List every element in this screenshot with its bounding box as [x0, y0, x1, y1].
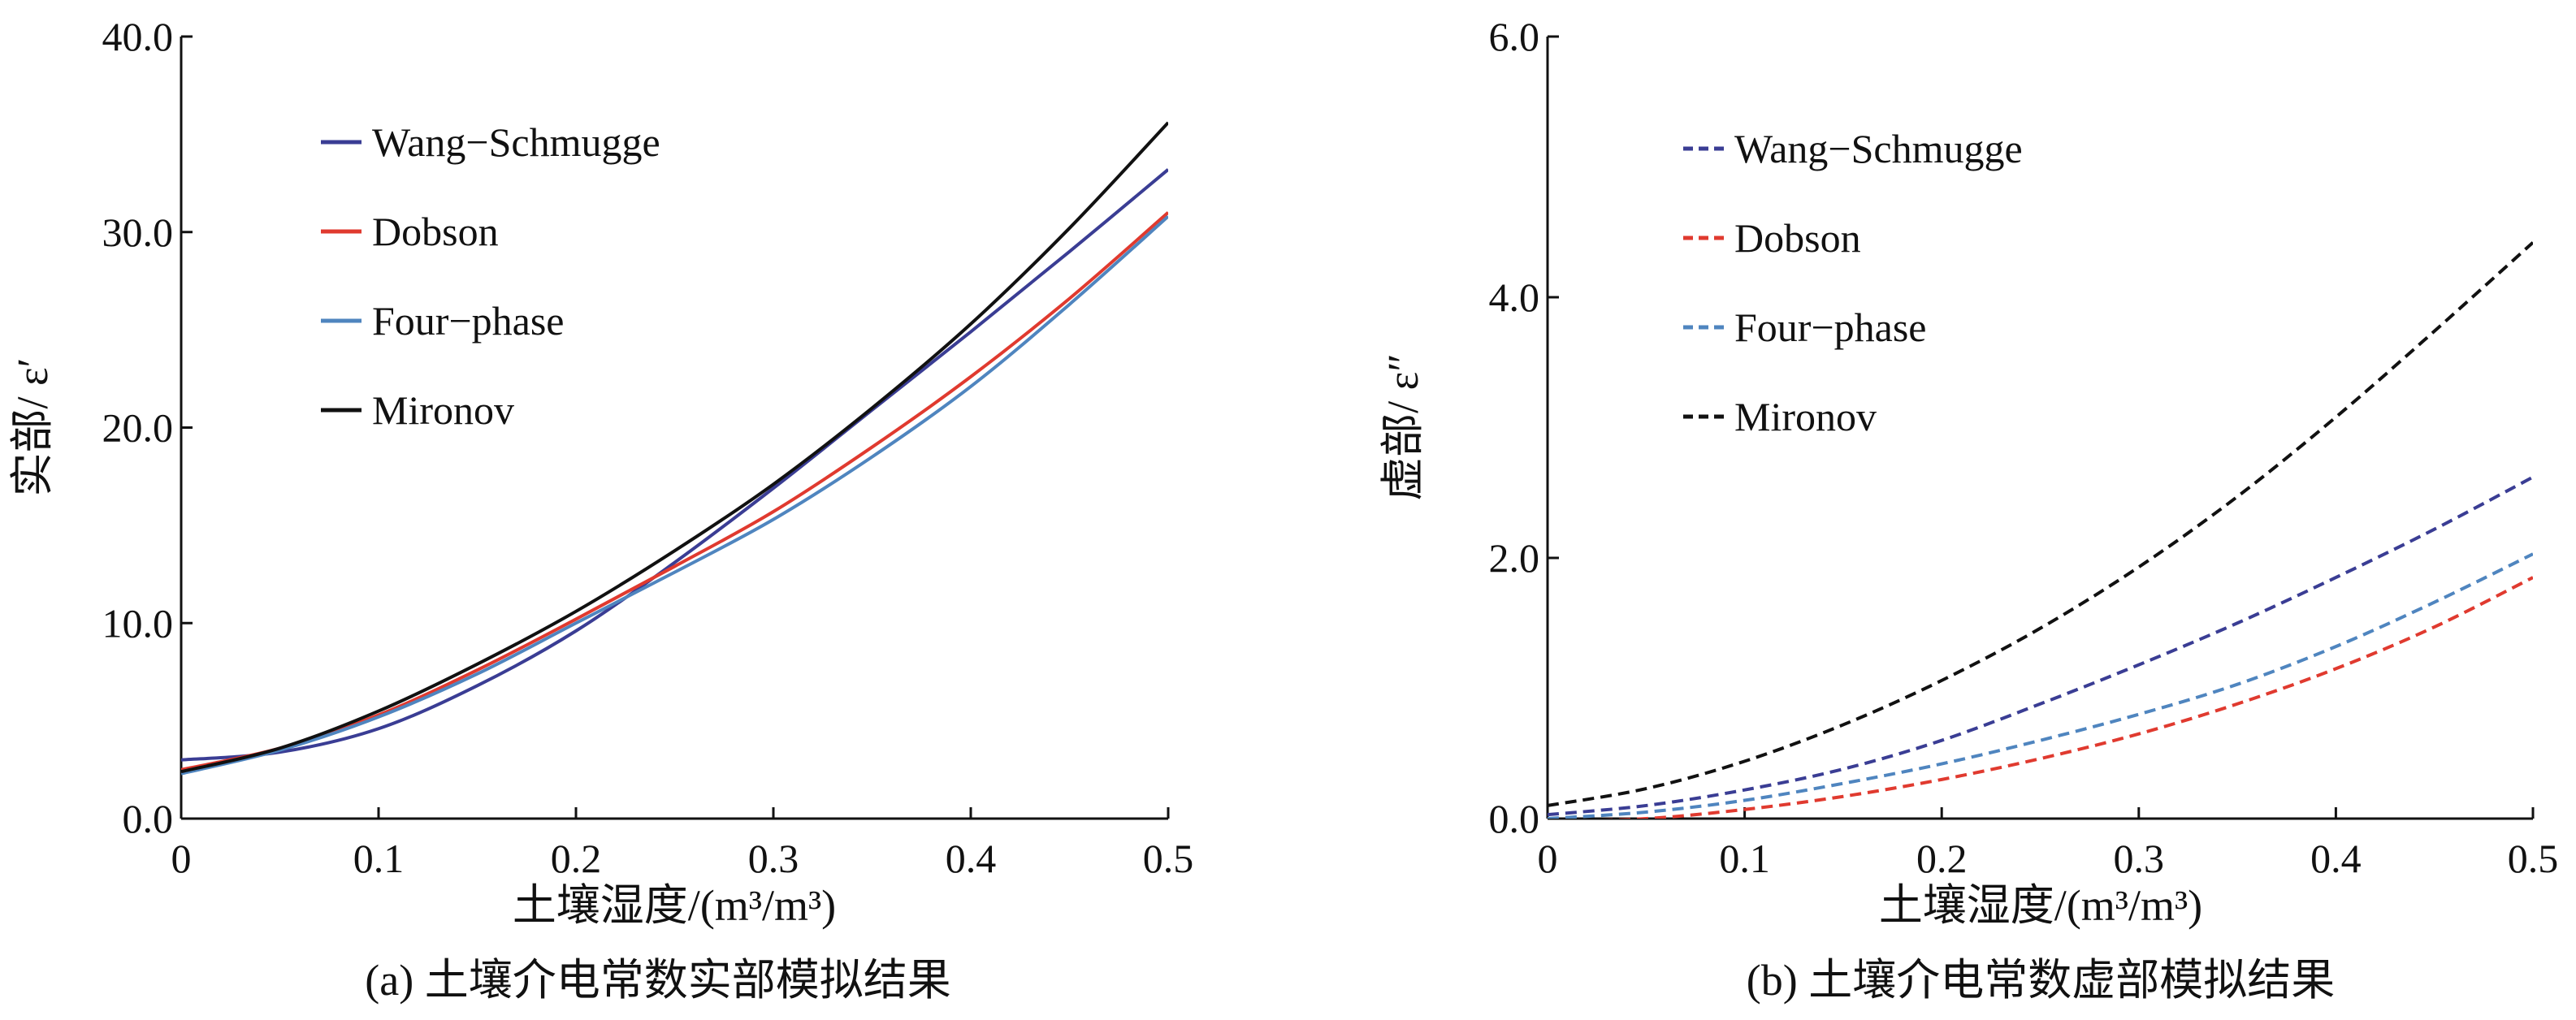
x-tick-label: 0.5: [2508, 836, 2559, 881]
y-tick-label: 2.0: [1489, 535, 1540, 581]
y-tick-label: 20.0: [102, 405, 174, 451]
y-tick-label: 30.0: [102, 210, 174, 255]
y-tick-label: 4.0: [1489, 274, 1540, 320]
chart-caption: (a) 土壤介电常数实部模拟结果: [365, 956, 950, 1005]
x-tick-label: 0.2: [1916, 836, 1968, 881]
series-line-fourphase: [181, 214, 1168, 776]
legend-label: Mironov: [372, 387, 514, 433]
series-line-dobson: [181, 211, 1168, 771]
legend-label: Wang−Schmugge: [1734, 126, 2023, 171]
y-axis-label: 虚部/ ε″: [1379, 353, 1427, 501]
series-line-mironov: [181, 121, 1168, 774]
legend-label: Dobson: [372, 209, 499, 254]
y-tick-label: 6.0: [1489, 14, 1540, 59]
legend-label: Four−phase: [1734, 305, 1927, 350]
x-axis-label: 土壤湿度/(m³/m³): [1879, 881, 2202, 930]
x-axis-label: 土壤湿度/(m³/m³): [513, 881, 836, 930]
chart-caption: (b) 土壤介电常数虚部模拟结果: [1747, 956, 2335, 1005]
x-tick-label: 0.2: [551, 836, 602, 881]
chart-a: 0 0.1 0.2 0.3 0.4 0.5 0.0 10.0 20.0 30.0 40.0 Wang−…: [8, 14, 1193, 1005]
chart-b: 0 0.1 0.2 0.3 0.4 0.5 0.0 2.0 4.0 6.0 Wang−Schmugg…: [1379, 14, 2558, 1005]
y-tick-label: 0.0: [123, 796, 174, 841]
legend-label: Dobson: [1734, 215, 1861, 261]
x-tick-label: 0.5: [1143, 836, 1194, 881]
x-tick-label: 0.3: [748, 836, 799, 881]
y-tick-label: 10.0: [102, 600, 174, 646]
x-tick-label: 0.1: [353, 836, 405, 881]
x-tick-label: 0.1: [1719, 836, 1770, 881]
legend-label: Mironov: [1734, 394, 1877, 439]
x-tick-label: 0: [1538, 836, 1558, 881]
series-line-wangschmugge: [181, 168, 1168, 762]
x-tick-label: 0.4: [2310, 836, 2362, 881]
x-tick-label: 0.3: [2114, 836, 2165, 881]
legend-label: Wang−Schmugge: [372, 119, 660, 165]
y-tick-label: 0.0: [1489, 796, 1540, 841]
legend-label: Four−phase: [372, 298, 565, 344]
series-line-dobson: [1602, 576, 2533, 819]
series-line-fourphase: [1548, 552, 2533, 819]
series-line-wangschmugge: [1548, 475, 2533, 817]
y-axis-label: 实部/ ε′: [8, 358, 57, 497]
y-tick-label: 40.0: [102, 14, 174, 59]
x-tick-label: 0.4: [946, 836, 997, 881]
x-tick-label: 0: [171, 836, 192, 881]
series-line-mironov: [1548, 241, 2533, 807]
